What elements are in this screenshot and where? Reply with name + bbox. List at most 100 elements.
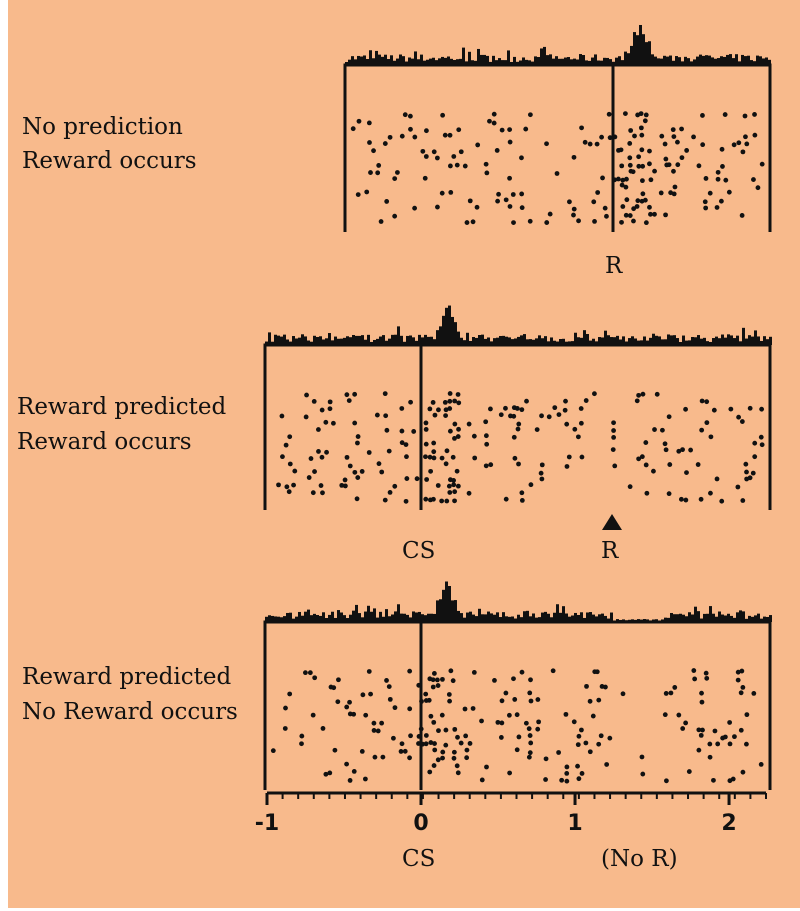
histogram-bin — [381, 56, 384, 65]
histogram-bin — [645, 42, 648, 65]
histogram-bin — [757, 613, 760, 622]
spike — [648, 211, 653, 217]
spike — [402, 748, 408, 754]
spike — [458, 149, 464, 155]
spike — [755, 185, 761, 191]
spike — [327, 399, 333, 405]
histogram-bin — [664, 617, 667, 622]
tick-label: 0 — [413, 811, 428, 836]
histogram-bin — [511, 339, 514, 345]
spike — [344, 454, 350, 460]
histogram-bin — [469, 611, 472, 622]
histogram-bin — [430, 336, 433, 345]
histogram-bin — [580, 337, 583, 345]
spike — [435, 204, 440, 210]
spike — [534, 427, 540, 432]
histogram-bin — [391, 614, 394, 622]
spike — [564, 771, 570, 776]
spike — [346, 398, 352, 403]
spike — [703, 205, 709, 211]
spike — [488, 406, 493, 412]
spike — [596, 697, 602, 703]
spike — [611, 428, 616, 433]
histogram-bin — [619, 339, 622, 345]
histogram-bin — [502, 335, 505, 345]
spike — [483, 433, 489, 439]
histogram-bin — [402, 56, 405, 65]
histogram-bin — [462, 47, 465, 65]
histogram-bin — [477, 48, 480, 65]
spike — [304, 392, 309, 398]
histogram-bin — [669, 55, 672, 65]
spike — [431, 455, 437, 461]
spike — [699, 699, 705, 705]
histogram-bin — [754, 615, 757, 622]
histogram-bin — [541, 338, 544, 345]
histogram-bin — [514, 338, 517, 345]
spike — [423, 496, 429, 502]
histogram-bin — [658, 336, 661, 345]
histogram-bin — [721, 334, 724, 345]
spike — [292, 468, 298, 474]
histogram-bin — [637, 340, 640, 345]
histogram-bin — [717, 58, 720, 65]
histogram-bin — [355, 335, 358, 345]
histogram-bin — [679, 341, 682, 345]
histogram-bin — [555, 56, 558, 65]
histogram-bin — [361, 335, 364, 345]
panel-label: Reward occurs — [22, 148, 197, 174]
histogram-bin — [595, 616, 598, 622]
spike — [704, 399, 710, 405]
histogram-bin — [379, 611, 382, 622]
histogram-bin — [610, 612, 613, 622]
histogram-bin — [546, 55, 549, 65]
histogram-bin — [664, 339, 667, 345]
spike — [368, 170, 373, 175]
spike — [472, 455, 478, 461]
histogram-bin — [559, 612, 562, 622]
spike — [320, 726, 326, 731]
histogram-bin — [718, 611, 721, 622]
spike — [363, 712, 369, 718]
histogram-bin — [481, 334, 484, 345]
spike — [430, 677, 436, 683]
spike — [576, 776, 582, 782]
spike — [342, 483, 348, 489]
spike — [519, 205, 525, 211]
spike — [483, 419, 489, 425]
spike — [424, 128, 429, 134]
histogram-bin — [672, 60, 675, 65]
histogram-bin — [436, 600, 439, 622]
histogram-bin — [286, 612, 289, 622]
histogram-bin — [292, 336, 295, 345]
spike — [367, 140, 372, 145]
histogram-bin — [721, 614, 724, 622]
spike — [699, 427, 705, 433]
spike — [456, 426, 461, 432]
spike — [564, 464, 570, 469]
spike — [432, 747, 438, 753]
histogram-bin — [735, 54, 738, 65]
histogram-bin — [670, 612, 673, 622]
spike — [423, 454, 428, 460]
spike — [676, 448, 682, 454]
spike — [712, 728, 718, 734]
spike — [636, 392, 642, 398]
spike — [360, 692, 366, 698]
histogram-bin — [711, 57, 714, 65]
spike — [606, 111, 612, 117]
spike — [447, 698, 452, 704]
histogram-bin — [688, 340, 691, 345]
spike — [719, 146, 725, 152]
spike — [751, 691, 757, 696]
spike — [640, 191, 646, 197]
spike — [495, 719, 501, 725]
spike — [303, 414, 309, 420]
spike — [356, 118, 362, 124]
spike — [751, 177, 756, 182]
histogram-bin — [399, 54, 402, 65]
spike — [722, 734, 728, 740]
spike — [527, 750, 533, 756]
histogram-bin — [352, 334, 355, 345]
histogram-bin — [286, 339, 289, 345]
